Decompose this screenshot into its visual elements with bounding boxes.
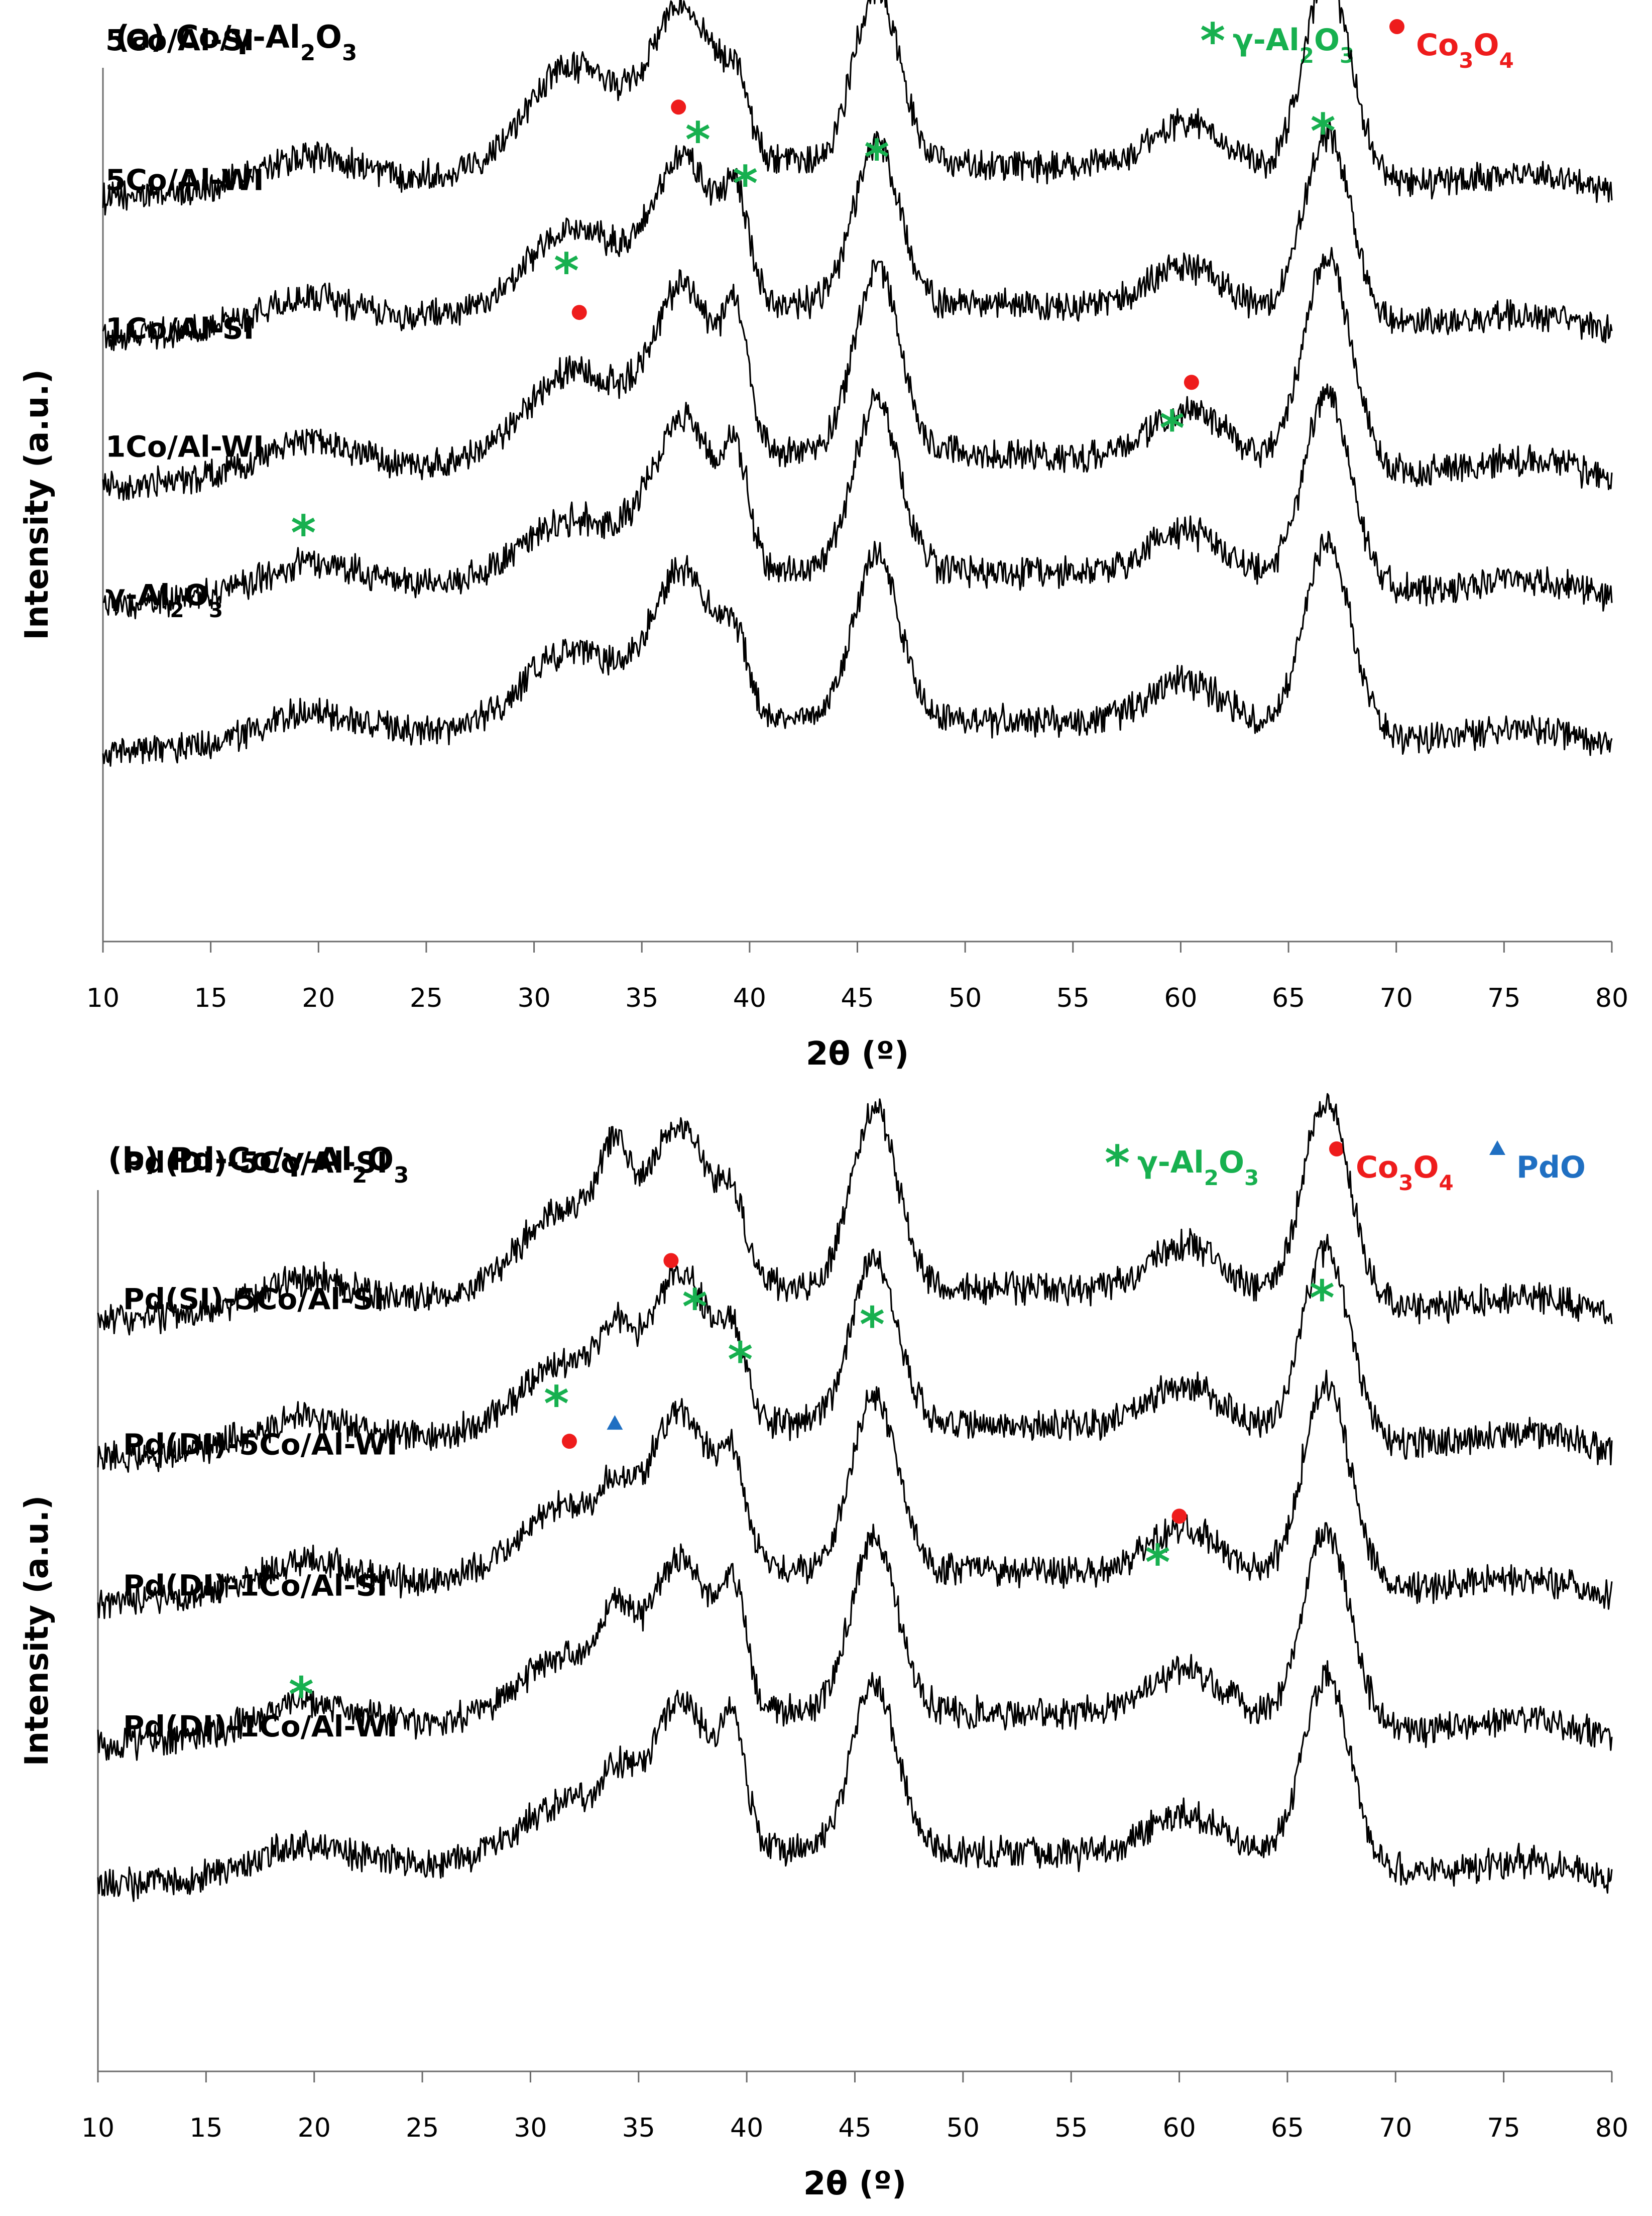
gamma-al2o3-star-icon: * (1159, 400, 1185, 456)
co3o4-circle-icon (571, 305, 587, 320)
panel-title: (b) Pd-Co/γ-Al2O3 (108, 1141, 409, 1188)
series-label: γ-Al2O3 (105, 578, 223, 622)
legend-triangle-icon (1489, 1140, 1505, 1155)
series-label: 5Co/Al-WI (105, 163, 264, 197)
co3o4-circle-icon (663, 1253, 679, 1268)
x-tick-label: 80 (1595, 2113, 1628, 2143)
series-line (102, 383, 1613, 620)
pdo-triangle-icon (607, 1415, 623, 1430)
series-label: Pd(DI)-5Co/Al-SI (123, 1145, 388, 1180)
x-axis-title: 2θ (º) (803, 2165, 906, 2202)
x-tick-label: 75 (1487, 983, 1520, 1013)
x-tick-label: 30 (514, 2113, 547, 2143)
x-tick-label: 35 (625, 983, 658, 1013)
x-tick-label: 50 (947, 2113, 980, 2143)
legend-star-icon: * (1200, 13, 1225, 69)
x-tick-label: 20 (302, 983, 335, 1013)
legend-entry: Co3O4 (1389, 19, 1514, 73)
gamma-al2o3-star-icon: * (864, 130, 889, 186)
legend-label: PdO (1516, 1150, 1586, 1185)
legend-entry: * γ-Al2O3 (1105, 1135, 1259, 1192)
co3o4-circle-icon (1171, 1508, 1187, 1524)
gamma-al2o3-star-icon: * (1145, 1535, 1170, 1591)
x-tick-label: 45 (838, 2113, 871, 2143)
legend-entry: * γ-Al2O3 (1200, 13, 1354, 69)
x-tick-label: 60 (1162, 2113, 1196, 2143)
x-tick-label: 70 (1380, 983, 1413, 1013)
x-tick-label: 65 (1272, 983, 1305, 1013)
x-tick-label: 60 (1164, 983, 1197, 1013)
co3o4-circle-icon (561, 1434, 577, 1449)
x-tick-label: 55 (1056, 983, 1090, 1013)
gamma-al2o3-star-icon: * (289, 1667, 314, 1723)
x-tick-label: 25 (410, 983, 443, 1013)
x-tick-label: 40 (733, 983, 766, 1013)
gamma-al2o3-star-icon: * (682, 1279, 707, 1335)
legend-entry: PdO (1489, 1140, 1586, 1185)
legend-label: Co3O4 (1356, 1150, 1454, 1195)
x-tick-label: 30 (517, 983, 550, 1013)
gamma-al2o3-star-icon: * (1310, 1270, 1335, 1327)
legend-star-icon: * (1105, 1135, 1130, 1192)
x-tick-label: 80 (1595, 983, 1628, 1013)
co3o4-circle-icon (671, 99, 686, 115)
legend-circle-icon (1389, 19, 1404, 34)
x-axis-title: 2θ (º) (806, 1035, 909, 1073)
gamma-al2o3-star-icon: * (685, 112, 711, 168)
legend-label: Co3O4 (1416, 28, 1514, 73)
series-line (102, 120, 1613, 352)
series-line (102, 531, 1613, 767)
series-label: Pd(DI)-1Co/Al-SI (123, 1568, 388, 1602)
x-tick-label: 70 (1379, 2113, 1412, 2143)
series-label: Pd(SI)-5Co/Al-SI (123, 1282, 385, 1316)
series-line (97, 1522, 1613, 1761)
series-label: Pd(DI)-5Co/Al-WI (123, 1428, 398, 1462)
x-tick-label: 50 (949, 983, 982, 1013)
gamma-al2o3-star-icon: * (728, 1332, 753, 1388)
x-tick-label: 15 (189, 2113, 222, 2143)
series-line (102, 247, 1613, 501)
x-tick-label: 40 (730, 2113, 763, 2143)
panel-title: (a) Co/γ-Al2O3 (115, 19, 357, 66)
x-tick-label: 45 (841, 983, 874, 1013)
series-label: 1Co/Al-WI (105, 429, 264, 463)
legend-circle-icon (1329, 1141, 1344, 1156)
series-line (97, 1093, 1613, 1336)
gamma-al2o3-star-icon: * (291, 505, 316, 561)
x-tick-label: 20 (298, 2113, 331, 2143)
x-tick-label: 25 (406, 2113, 439, 2143)
x-tick-label: 10 (86, 983, 120, 1013)
gamma-al2o3-star-icon: * (1311, 103, 1336, 160)
x-tick-label: 65 (1271, 2113, 1304, 2143)
co3o4-circle-icon (1184, 375, 1199, 390)
series-line (97, 1369, 1613, 1619)
legend-label: γ-Al2O3 (1233, 23, 1354, 68)
series-label: Pd(DI)-1Co/Al-WI (123, 1709, 398, 1743)
y-axis-title: Intensity (a.u.) (19, 369, 56, 640)
x-tick-label: 75 (1487, 2113, 1520, 2143)
x-tick-label: 35 (622, 2113, 655, 2143)
series-line (102, 0, 1613, 216)
gamma-al2o3-star-icon: * (544, 1376, 569, 1432)
series-label: 1Co/Al-SI (105, 311, 254, 345)
legend-label: γ-Al2O3 (1137, 1145, 1259, 1190)
gamma-al2o3-star-icon: * (733, 156, 758, 212)
y-axis-title: Intensity (a.u.) (19, 1495, 56, 1766)
gamma-al2o3-star-icon: * (554, 243, 579, 299)
series-label: 5Co/Al-SI (105, 23, 254, 57)
x-tick-label: 10 (81, 2113, 114, 2143)
gamma-al2o3-star-icon: * (860, 1297, 885, 1353)
series-line (97, 1234, 1613, 1473)
legend-entry: Co3O4 (1329, 1141, 1454, 1195)
x-tick-label: 55 (1054, 2113, 1088, 2143)
x-tick-label: 15 (194, 983, 227, 1013)
series-line (97, 1660, 1613, 1902)
